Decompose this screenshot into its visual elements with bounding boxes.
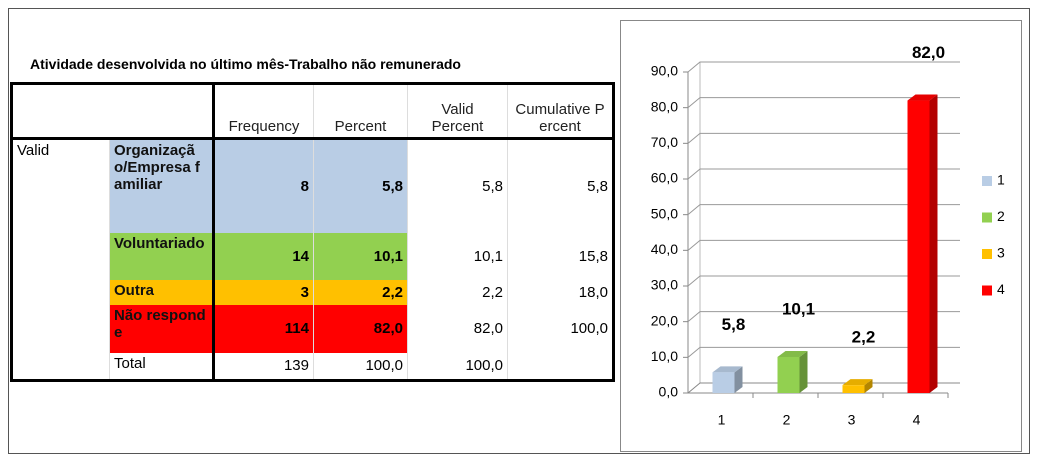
- legend-swatch: [982, 285, 992, 296]
- bar: [777, 350, 808, 393]
- bar: [712, 366, 743, 393]
- blank-header: [11, 83, 214, 140]
- category: Organização/Empresa familiar: [109, 138, 214, 233]
- legend-swatch: [982, 176, 992, 186]
- cumulative-percent: 15,8: [507, 232, 614, 280]
- grid-line: [687, 311, 960, 323]
- cumulative-percent: 18,0: [507, 279, 614, 305]
- total-label: Total: [109, 352, 214, 381]
- x-tick-label: 2: [783, 412, 791, 428]
- grid-line: [687, 61, 960, 73]
- valid-percent: 10,1: [407, 232, 508, 280]
- frequency: 3: [212, 279, 314, 305]
- value-label: 10,1: [782, 299, 815, 318]
- value-label: 2,2: [852, 328, 876, 347]
- bar: [842, 379, 873, 393]
- percent: 82,0: [313, 304, 408, 353]
- category: Voluntariado: [109, 232, 214, 280]
- y-tick-label: 80,0: [651, 98, 678, 114]
- bar-front: [777, 356, 800, 393]
- total-valid-percent: 100,0: [407, 352, 508, 381]
- frequency: 114: [212, 304, 314, 353]
- col-header: Valid Percent: [407, 83, 508, 140]
- grid-line: [687, 275, 960, 287]
- group-label: Valid: [11, 138, 110, 381]
- x-tick-label: 3: [848, 412, 856, 428]
- table-title: Atividade desenvolvida no último mês-Tra…: [30, 56, 461, 72]
- frequency: 8: [212, 138, 314, 233]
- y-tick-label: 50,0: [651, 205, 678, 221]
- frame: [8, 8, 1030, 454]
- value-label: 82,0: [912, 43, 945, 62]
- valid-percent: 2,2: [407, 279, 508, 305]
- bar-side: [734, 366, 743, 393]
- y-tick-label: 90,0: [651, 63, 678, 79]
- valid-percent: 5,8: [407, 138, 508, 233]
- bar: [907, 94, 938, 394]
- category: Não responde: [109, 304, 214, 353]
- y-tick-label: 10,0: [651, 348, 678, 364]
- frequency: 14: [212, 232, 314, 280]
- total-percent: 100,0: [313, 352, 408, 381]
- y-tick-label: 60,0: [651, 170, 678, 186]
- category: Outra: [109, 279, 214, 305]
- bar-top: [777, 350, 808, 357]
- grid-line: [687, 204, 960, 216]
- col-header: Cumulative Percent: [507, 83, 614, 140]
- legend-swatch: [982, 249, 992, 259]
- y-tick-label: 40,0: [651, 241, 678, 257]
- bar-top: [842, 379, 873, 386]
- chart-box: [620, 20, 1022, 452]
- cumulative-percent: 100,0: [507, 304, 614, 353]
- legend-label: 1: [997, 172, 1005, 188]
- legend-label: 4: [997, 281, 1005, 297]
- y-tick-label: 0,0: [659, 384, 679, 400]
- bar-top: [712, 366, 743, 373]
- col-header: Frequency: [212, 83, 314, 140]
- y-tick-label: 70,0: [651, 134, 678, 150]
- grid-line: [687, 132, 960, 144]
- y-tick-label: 20,0: [651, 312, 678, 328]
- x-tick-label: 1: [718, 412, 726, 428]
- x-tick-label: 4: [913, 412, 921, 428]
- bar-front: [712, 372, 735, 393]
- percent: 5,8: [313, 138, 408, 233]
- bar-side: [864, 379, 873, 393]
- percent: 10,1: [313, 232, 408, 280]
- frequency-table: Frequency Percent Valid Percent Cumulati…: [10, 82, 615, 382]
- cumulative-percent: 5,8: [507, 138, 614, 233]
- bar-side: [799, 350, 808, 393]
- bar-front: [842, 385, 865, 393]
- grid-line: [687, 97, 960, 109]
- grid-line: [687, 168, 960, 180]
- bar-top: [907, 94, 938, 101]
- legend-label: 2: [997, 208, 1005, 224]
- percent: 2,2: [313, 279, 408, 305]
- total-frequency: 139: [212, 352, 314, 381]
- blank-cell: [507, 352, 614, 381]
- bar-side: [929, 94, 938, 394]
- valid-percent: 82,0: [407, 304, 508, 353]
- grid-line: [687, 346, 960, 358]
- y-tick-label: 30,0: [651, 277, 678, 293]
- value-label: 5,8: [722, 315, 746, 334]
- col-header: Percent: [313, 83, 408, 140]
- legend-label: 3: [997, 245, 1005, 261]
- bar-front: [907, 100, 930, 394]
- grid-line: [687, 382, 960, 394]
- grid-line: [687, 239, 960, 251]
- legend-swatch: [982, 212, 992, 223]
